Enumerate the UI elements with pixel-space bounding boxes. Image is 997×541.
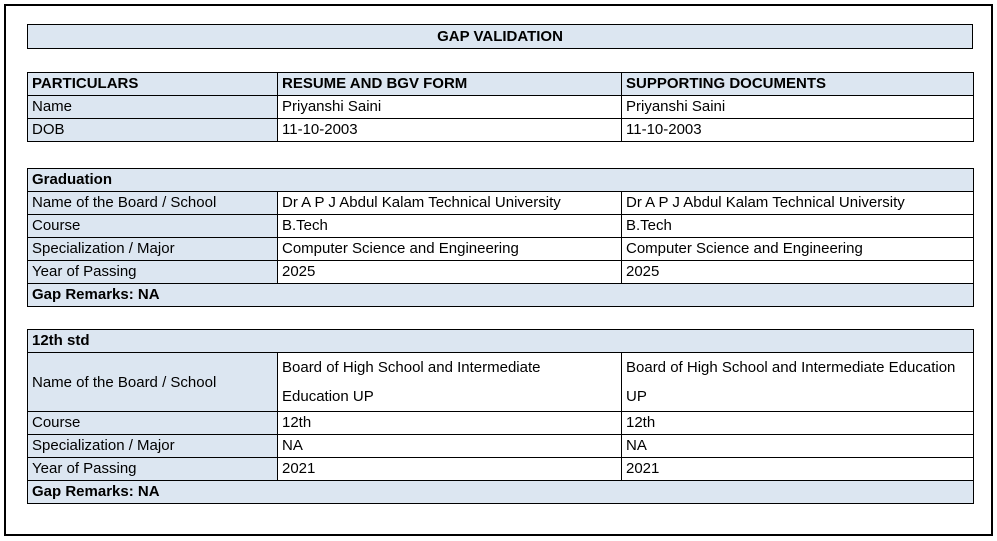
supporting-value-cell: B.Tech	[621, 214, 974, 238]
resume-value-cell: Dr A P J Abdul Kalam Technical Universit…	[277, 191, 622, 215]
column-header-supporting-docs: SUPPORTING DOCUMENTS	[621, 72, 974, 96]
table-row-year-of-passing: Year of Passing 2025 2025	[27, 260, 974, 284]
supporting-value-cell: NA	[621, 434, 974, 458]
twelfth-std-table: 12th std Name of the Board / School Boar…	[27, 329, 974, 504]
row-label-cell: Specialization / Major	[27, 434, 278, 458]
supporting-value-cell: Priyanshi Saini	[621, 95, 974, 119]
resume-value-cell: Priyanshi Saini	[277, 95, 622, 119]
resume-value-cell: 2021	[277, 457, 622, 481]
resume-value-cell: 2025	[277, 260, 622, 284]
table-row-year-of-passing: Year of Passing 2021 2021	[27, 457, 974, 481]
table-row-specialization: Specialization / Major NA NA	[27, 434, 974, 458]
supporting-value-cell: 2025	[621, 260, 974, 284]
resume-value-cell: 12th	[277, 411, 622, 435]
section-title: Graduation	[27, 168, 974, 192]
supporting-value-cell: 2021	[621, 457, 974, 481]
gap-remarks-text: Gap Remarks: NA	[27, 480, 974, 504]
graduation-table: Graduation Name of the Board / School Dr…	[27, 168, 974, 307]
row-label-cell: Name	[27, 95, 278, 119]
table-row-dob: DOB 11-10-2003 11-10-2003	[27, 118, 974, 142]
table-row-board-school: Name of the Board / School Dr A P J Abdu…	[27, 191, 974, 215]
supporting-value-cell: Dr A P J Abdul Kalam Technical Universit…	[621, 191, 974, 215]
column-header-particulars: PARTICULARS	[27, 72, 278, 96]
supporting-value-cell: Board of High School and Intermediate Ed…	[621, 352, 974, 412]
resume-value-cell: NA	[277, 434, 622, 458]
resume-value-cell: Computer Science and Engineering	[277, 237, 622, 261]
document-content: GAP VALIDATION PARTICULARS RESUME AND BG…	[6, 6, 991, 504]
supporting-value-cell: 12th	[621, 411, 974, 435]
page-title: GAP VALIDATION	[27, 24, 973, 49]
table-row-board-school: Name of the Board / School Board of High…	[27, 352, 974, 412]
supporting-value-cell: 11-10-2003	[621, 118, 974, 142]
table-row-specialization: Specialization / Major Computer Science …	[27, 237, 974, 261]
resume-value-cell: Board of High School and Intermediate Ed…	[277, 352, 622, 412]
supporting-value-cell: Computer Science and Engineering	[621, 237, 974, 261]
row-label-cell: Name of the Board / School	[27, 191, 278, 215]
row-label-cell: Course	[27, 214, 278, 238]
row-label-cell: DOB	[27, 118, 278, 142]
section-header-row: 12th std	[27, 329, 974, 353]
row-label-cell: Name of the Board / School	[27, 352, 278, 412]
particulars-header-row: PARTICULARS RESUME AND BGV FORM SUPPORTI…	[27, 72, 974, 96]
document-page: GAP VALIDATION PARTICULARS RESUME AND BG…	[4, 4, 993, 536]
gap-remarks-text: Gap Remarks: NA	[27, 283, 974, 307]
section-title: 12th std	[27, 329, 974, 353]
table-row-name: Name Priyanshi Saini Priyanshi Saini	[27, 95, 974, 119]
row-label-cell: Year of Passing	[27, 457, 278, 481]
column-header-resume-bgv: RESUME AND BGV FORM	[277, 72, 622, 96]
row-label-cell: Course	[27, 411, 278, 435]
resume-value-cell: B.Tech	[277, 214, 622, 238]
table-row-course: Course 12th 12th	[27, 411, 974, 435]
gap-remarks-row: Gap Remarks: NA	[27, 480, 974, 504]
particulars-table: PARTICULARS RESUME AND BGV FORM SUPPORTI…	[27, 72, 974, 142]
section-header-row: Graduation	[27, 168, 974, 192]
table-row-course: Course B.Tech B.Tech	[27, 214, 974, 238]
gap-remarks-row: Gap Remarks: NA	[27, 283, 974, 307]
row-label-cell: Specialization / Major	[27, 237, 278, 261]
resume-value-cell: 11-10-2003	[277, 118, 622, 142]
row-label-cell: Year of Passing	[27, 260, 278, 284]
